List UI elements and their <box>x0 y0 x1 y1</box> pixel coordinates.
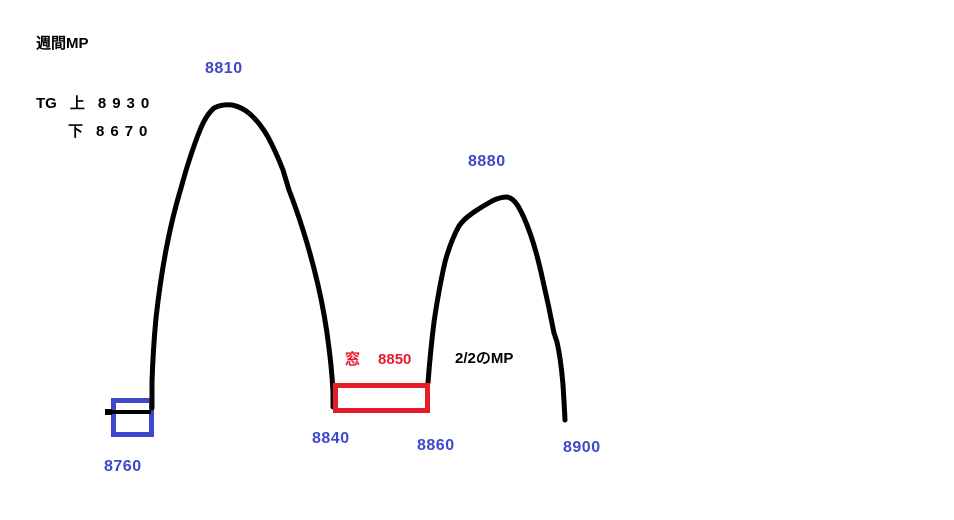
profile-curve-1 <box>149 102 336 411</box>
mp-note: 2/2のMP <box>455 350 514 367</box>
tg-upper-label: 上 <box>69 95 85 112</box>
valley-right-price-label: 8860 <box>417 437 455 454</box>
peak2-price-label: 8880 <box>468 153 506 170</box>
peak1-price-label: 8810 <box>205 60 243 77</box>
right-end-price-label: 8900 <box>563 439 601 456</box>
window-label: 窓 <box>345 351 361 368</box>
tg-prefix: TG <box>36 95 57 112</box>
open-box-low-price-label: 8760 <box>104 458 142 475</box>
tg-lower-value: 8670 <box>96 123 154 140</box>
valley-left-price-label: 8840 <box>312 430 350 447</box>
window-value: 8850 <box>378 351 412 368</box>
open-price-dot <box>105 409 112 415</box>
tg-upper-row: TG 上 8930 <box>36 96 155 111</box>
tg-lower-row: 下 8670 <box>68 124 153 139</box>
tg-upper-value: 8930 <box>97 95 156 112</box>
window-gap-box <box>333 383 430 413</box>
window-label-row: 窓 8850 <box>345 352 411 367</box>
profile-curve-2 <box>425 194 568 423</box>
open-range-box <box>111 398 154 437</box>
tg-lower-label: 下 <box>68 123 84 140</box>
weekly-mp-title: 週間MP <box>36 35 89 52</box>
